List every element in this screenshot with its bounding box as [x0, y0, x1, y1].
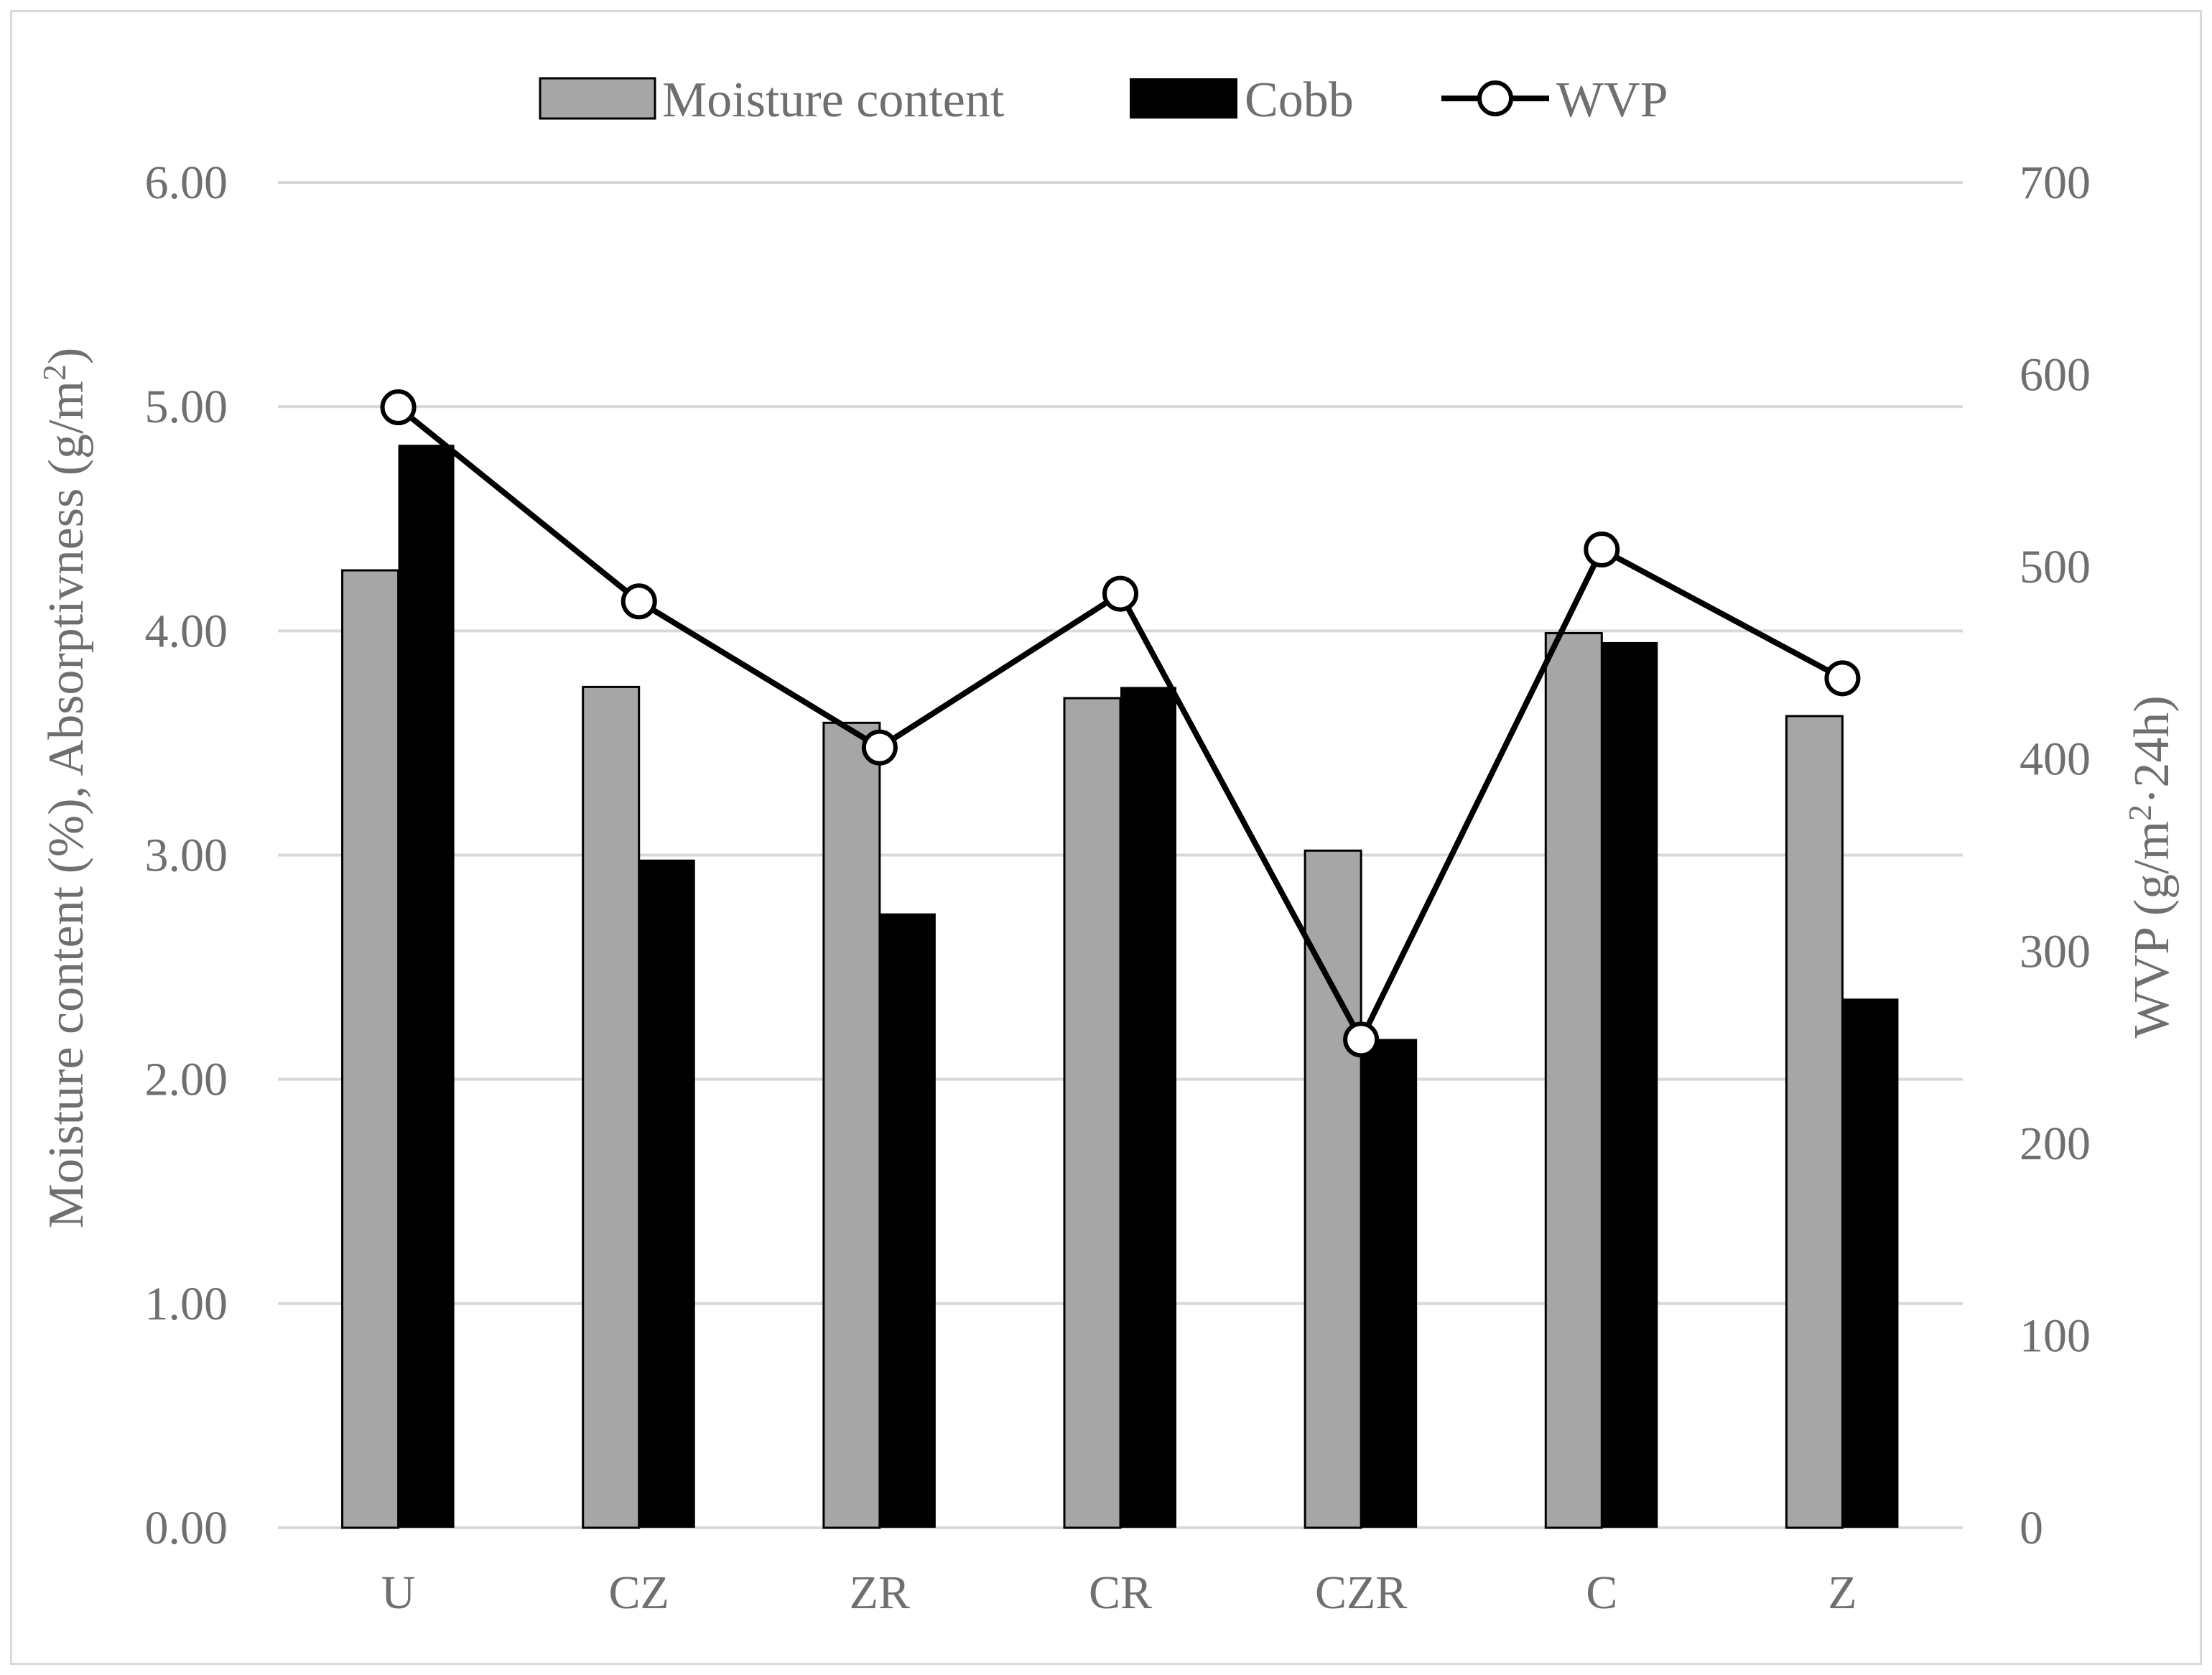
left-tick-label: 6.00 [145, 157, 228, 209]
category-label: C [1586, 1567, 1617, 1619]
bar-moisture-content [582, 685, 641, 1529]
bar-cobb [879, 913, 936, 1528]
left-tick-label: 0.00 [145, 1502, 228, 1554]
left-axis-title: Moisture content (%), Absorptivness (g/m… [36, 348, 94, 1228]
right-tick-label: 100 [2020, 1309, 2091, 1362]
legend-label-cobb: Cobb [1245, 73, 1354, 128]
category-label: Z [1828, 1567, 1856, 1619]
bars [341, 445, 1899, 1529]
bar-moisture-content [341, 569, 400, 1529]
legend-label-moisture: Moisture content [662, 73, 1005, 128]
right-tick-label: 700 [2020, 157, 2091, 209]
bar-cobb [1602, 641, 1658, 1528]
wvp-point [1584, 532, 1620, 568]
legend-label-wvp: WVP [1556, 73, 1668, 128]
bar-cobb [398, 445, 455, 1528]
left-tick-label: 5.00 [145, 381, 228, 433]
legend-swatch-cobb [1130, 78, 1237, 119]
right-axis-ticks: 0 100 200 300 400 500 600 700 [2020, 157, 2091, 1554]
category-labels: U CZ ZR CR CZR C Z [381, 1567, 1857, 1619]
left-tick-label: 2.00 [145, 1054, 228, 1106]
right-axis-title: WVP (g/m2·24h) [2122, 695, 2180, 1038]
bar-moisture-content [1063, 697, 1122, 1529]
category-label: U [381, 1567, 416, 1619]
wvp-line [380, 389, 1861, 1058]
wvp-point [621, 583, 657, 620]
left-tick-label: 3.00 [145, 830, 228, 882]
bar-moisture-content [1785, 715, 1844, 1529]
right-tick-label: 300 [2020, 925, 2091, 978]
bar-cobb [1842, 998, 1899, 1528]
category-label: CZ [609, 1567, 669, 1619]
category-label: ZR [850, 1567, 910, 1619]
right-tick-label: 600 [2020, 349, 2091, 402]
combo-chart: 0.00 1.00 2.00 3.00 4.00 5.00 6.00 0 100 200 300 4… [36, 73, 2180, 1619]
bar-cobb [638, 859, 695, 1528]
left-tick-label: 1.00 [145, 1278, 228, 1330]
left-axis-ticks: 0.00 1.00 2.00 3.00 4.00 5.00 6.00 [145, 157, 228, 1554]
right-tick-label: 400 [2020, 733, 2091, 786]
legend-swatch-moisture [539, 77, 656, 120]
category-label: CZR [1315, 1567, 1407, 1619]
wvp-point [1102, 575, 1138, 612]
bar-moisture-content [1544, 631, 1603, 1529]
right-tick-label: 0 [2020, 1502, 2043, 1554]
left-tick-label: 4.00 [145, 605, 228, 657]
legend-swatch-wvp-marker [1477, 80, 1513, 116]
right-tick-label: 500 [2020, 541, 2091, 593]
wvp-point [380, 389, 417, 426]
chart-frame: 0.00 1.00 2.00 3.00 4.00 5.00 6.00 0 100 200 300 4… [10, 10, 2202, 1665]
wvp-point [1824, 660, 1861, 697]
wvp-point [861, 729, 898, 766]
legend: Moisture content Cobb WVP [539, 73, 1668, 128]
category-label: CR [1089, 1567, 1152, 1619]
bar-cobb [1120, 687, 1176, 1528]
wvp-point [1343, 1021, 1380, 1058]
bar-cobb [1361, 1039, 1418, 1528]
right-tick-label: 200 [2020, 1118, 2091, 1170]
bar-moisture-content [822, 721, 881, 1529]
